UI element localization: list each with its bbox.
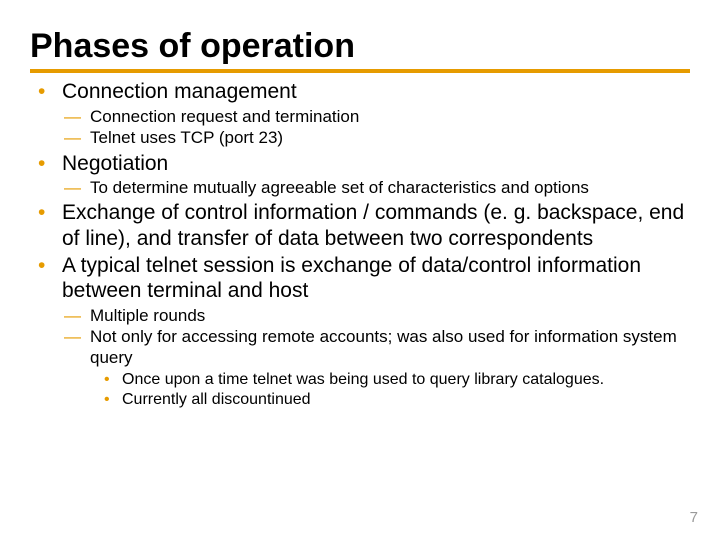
subsublist: Once upon a time telnet was being used t…: [90, 370, 690, 410]
bullet-text: Not only for accessing remote accounts; …: [90, 327, 677, 367]
bullet-lvl2: To determine mutually agreeable set of c…: [88, 177, 690, 198]
slide-title: Phases of operation: [30, 28, 690, 65]
bullet-text: Negotiation: [62, 152, 168, 175]
bullet-lvl3: Once upon a time telnet was being used t…: [120, 370, 690, 390]
bullet-text: A typical telnet session is exchange of …: [62, 254, 641, 303]
bullet-lvl1: A typical telnet session is exchange of …: [58, 253, 690, 410]
bullet-lvl2: Connection request and termination: [88, 106, 690, 127]
sublist: Multiple rounds Not only for accessing r…: [62, 305, 690, 410]
page-number: 7: [690, 509, 698, 526]
sublist: To determine mutually agreeable set of c…: [62, 177, 690, 198]
bullet-text: Connection management: [62, 80, 297, 103]
slide: Phases of operation Connection managemen…: [0, 0, 720, 540]
bullet-lvl2: Not only for accessing remote accounts; …: [88, 326, 690, 410]
bullet-lvl2: Telnet uses TCP (port 23): [88, 127, 690, 148]
bullet-lvl1: Exchange of control information / comman…: [58, 200, 690, 251]
sublist: Connection request and termination Telne…: [62, 106, 690, 149]
bullet-lvl3: Currently all discountinued: [120, 390, 690, 410]
bullet-text: Exchange of control information / comman…: [62, 201, 684, 250]
bullet-lvl1: Connection management Connection request…: [58, 79, 690, 148]
bullet-list: Connection management Connection request…: [30, 79, 690, 409]
title-rule: [30, 69, 690, 73]
bullet-lvl2: Multiple rounds: [88, 305, 690, 326]
bullet-lvl1: Negotiation To determine mutually agreea…: [58, 151, 690, 199]
